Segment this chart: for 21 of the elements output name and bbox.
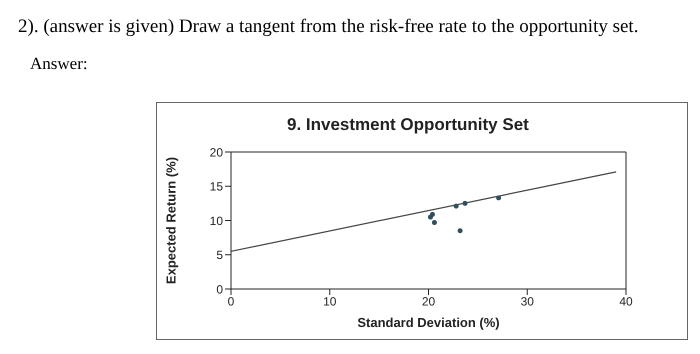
x-tick-label: 20 (422, 294, 436, 309)
x-tick-label: 40 (619, 294, 633, 309)
x-axis-title: Standard Deviation (%) (357, 315, 500, 330)
y-tick-label: 0 (216, 282, 224, 296)
text: 2). (answer is given) Draw a tangent from the risk-free rate to the opportunity set. (17, 15, 640, 38)
point (454, 204, 459, 209)
y-tick-label: 10 (210, 214, 224, 228)
x-tick-label: 30 (520, 294, 534, 309)
y-tick-label: 15 (210, 180, 224, 194)
text: Answer: (29, 53, 89, 74)
y-tick-label: 5 (216, 248, 224, 262)
chart-title: 9. Investment Opportunity Set (287, 115, 529, 135)
x-tick-label: 0 (228, 294, 235, 309)
point (432, 220, 437, 226)
point (496, 195, 502, 200)
x-tick-label: 10 (323, 294, 337, 309)
point (430, 212, 435, 217)
point (458, 228, 463, 234)
point (462, 200, 468, 206)
y-axis-title: Expected Return (%) (164, 156, 179, 284)
y-tick-label: 20 (210, 145, 224, 160)
